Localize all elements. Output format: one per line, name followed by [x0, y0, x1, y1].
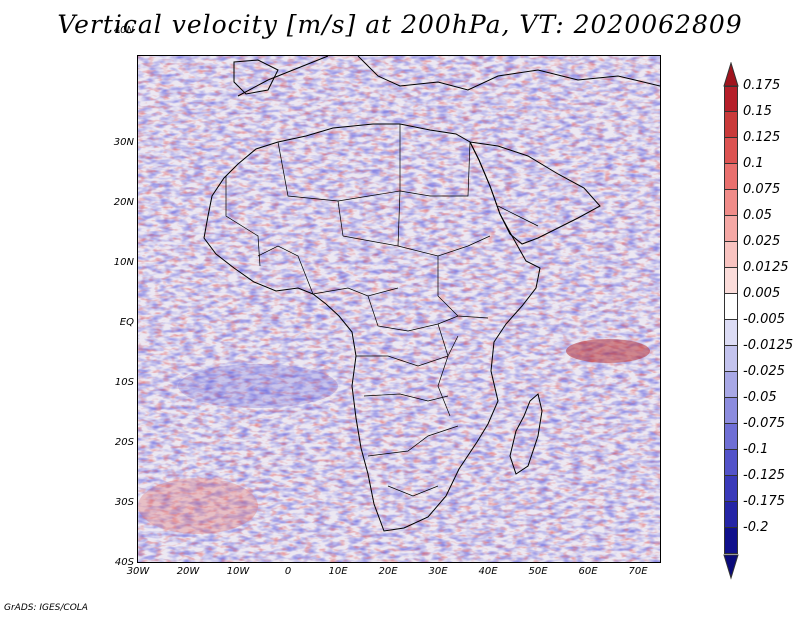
colorbar-swatch: [724, 268, 738, 294]
colorbar-label: -0.0125: [743, 338, 794, 353]
lat-label-40n: 40N: [113, 25, 134, 36]
colorbar-swatch: [724, 294, 738, 320]
madagascar: [509, 393, 543, 475]
lat-label-30n: 30N: [113, 137, 134, 148]
colorbar-swatch: [724, 138, 738, 164]
lon-label-10w: 10W: [226, 566, 250, 577]
colorbar-label: -0.1: [743, 442, 769, 457]
iberia: [233, 59, 279, 95]
colorbar-swatch: [724, 164, 738, 190]
arabian-peninsula: [469, 141, 601, 245]
colorbar-label: 0.125: [743, 130, 781, 145]
colorbar-label: -0.125: [743, 468, 785, 483]
lat-label-10s: 10S: [114, 377, 134, 388]
lon-label-30w: 30W: [126, 566, 150, 577]
colorbar-swatch: [724, 346, 738, 372]
colorbar-label: 0.005: [743, 286, 781, 301]
colorbar-swatch: [724, 398, 738, 424]
colorbar-top-arrow: [723, 62, 739, 87]
colorbar-swatch: [724, 502, 738, 528]
map-title: Vertical velocity [m/s] at 200hPa, VT: 2…: [57, 10, 743, 39]
colorbar-swatch: [724, 242, 738, 268]
colorbar-label: 0.075: [743, 182, 781, 197]
ascending-field-texture: [138, 56, 660, 562]
colorbar-swatch: [724, 216, 738, 242]
lat-label-eq: EQ: [119, 317, 134, 328]
colorbar-label: 0.0125: [743, 260, 789, 275]
colorbar-swatch: [724, 86, 738, 112]
lat-label-40s: 40S: [114, 557, 134, 568]
lon-label-40e: 40E: [478, 566, 498, 577]
coastlines: [203, 56, 660, 532]
colorbar: [724, 86, 738, 554]
colorbar-label: 0.05: [743, 208, 772, 223]
lon-label-0: 0: [284, 566, 292, 577]
lon-label-50e: 50E: [528, 566, 548, 577]
lat-label-20n: 20N: [113, 197, 134, 208]
colorbar-label: 0.175: [743, 78, 781, 93]
grads-credit: GrADS: IGES/COLA: [4, 603, 88, 613]
map-svg: [138, 56, 660, 562]
colorbar-swatch: [724, 450, 738, 476]
colorbar-swatch: [724, 372, 738, 398]
lon-label-70e: 70E: [628, 566, 648, 577]
colorbar-bottom-arrow: [723, 554, 739, 580]
vertical-velocity-map: [137, 55, 661, 563]
lat-label-20s: 20S: [114, 437, 134, 448]
colorbar-label: -0.025: [743, 364, 785, 379]
colorbar-swatch: [724, 190, 738, 216]
lon-label-30e: 30E: [428, 566, 448, 577]
lon-label-10e: 10E: [328, 566, 348, 577]
colorbar-swatch: [724, 528, 738, 554]
colorbar-label: 0.15: [743, 104, 772, 119]
lon-label-60e: 60E: [578, 566, 598, 577]
lat-label-10n: 10N: [113, 257, 134, 268]
colorbar-label: -0.005: [743, 312, 785, 327]
colorbar-label: -0.05: [743, 390, 777, 405]
country-borders: [225, 124, 539, 497]
europe-coast: [237, 56, 660, 97]
indian-ocean-ascent-feature: [566, 339, 650, 363]
colorbar-swatch: [724, 320, 738, 346]
lon-label-20e: 20E: [378, 566, 398, 577]
colorbar-label: -0.075: [743, 416, 785, 431]
africa-coastline: [203, 123, 541, 532]
colorbar-swatch: [724, 112, 738, 138]
colorbar-label: -0.175: [743, 494, 785, 509]
lon-label-20w: 20W: [176, 566, 200, 577]
colorbar-label: 0.1: [743, 156, 764, 171]
south-atlantic-ascent-feature: [138, 478, 258, 534]
colorbar-label: -0.2: [743, 520, 769, 535]
lat-label-30s: 30S: [114, 497, 134, 508]
colorbar-label: 0.025: [743, 234, 781, 249]
colorbar-swatch: [724, 476, 738, 502]
colorbar-swatch: [724, 424, 738, 450]
south-atlantic-descent-band: [178, 364, 338, 408]
